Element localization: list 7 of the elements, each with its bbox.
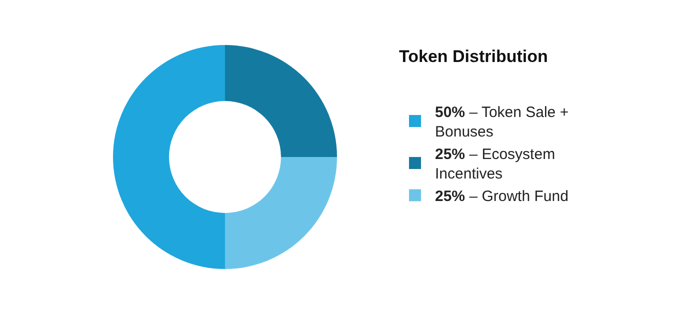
donut-slice xyxy=(113,45,225,269)
legend-label: 25% – Growth Fund xyxy=(435,188,568,206)
legend-label: 25% – Ecosystem Incentives xyxy=(435,146,556,183)
chart-title: Token Distribution xyxy=(399,47,548,66)
donut-slice xyxy=(225,157,337,269)
legend-label: 50% – Token Sale + Bonuses xyxy=(435,104,569,141)
donut-slice xyxy=(225,45,337,157)
